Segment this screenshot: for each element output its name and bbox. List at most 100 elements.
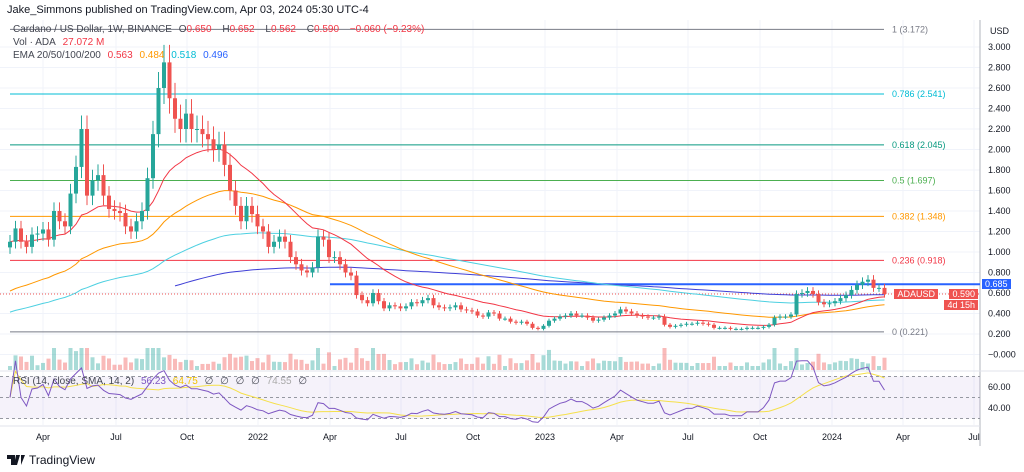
volume-bar <box>756 366 760 370</box>
rsi-tick-label: 40.00 <box>988 403 1011 413</box>
rsi-legend: RSI (14, close, SMA, 14, 2) 56.23 64.75 … <box>13 376 311 387</box>
candle-body <box>563 315 568 317</box>
candle-body <box>151 134 155 179</box>
candle-body <box>118 211 122 214</box>
candle-body <box>657 316 661 318</box>
volume-bar <box>613 361 617 370</box>
candle-body <box>327 239 331 258</box>
volume-bar <box>860 362 865 370</box>
volume-bar <box>206 363 210 370</box>
candle-body <box>8 241 12 248</box>
candle-body <box>79 129 84 167</box>
volume-bar <box>431 354 436 370</box>
volume-bar <box>805 363 810 370</box>
price-tick-label: 2.800 <box>988 63 1011 73</box>
candle-body <box>426 298 430 301</box>
volume-bar <box>503 366 507 370</box>
volume-bar <box>255 358 260 370</box>
candle-body <box>607 315 612 318</box>
volume-bar <box>222 357 227 370</box>
volume-bar <box>591 358 595 370</box>
volume-bar <box>448 364 452 370</box>
volume-bar <box>624 361 628 370</box>
candle-body <box>833 301 837 304</box>
volume-bar <box>8 366 12 370</box>
time-tick-label: Apr <box>36 432 50 442</box>
candle-body <box>745 327 749 329</box>
candle-body <box>90 180 95 196</box>
ema-label[interactable]: EMA 20/50/100/200 <box>13 50 101 61</box>
candle-body <box>46 229 51 240</box>
candle-body <box>596 319 601 321</box>
candle-body <box>448 307 452 309</box>
candle-body <box>349 272 353 276</box>
candle-body <box>360 295 364 301</box>
volume-bar <box>360 358 364 370</box>
tradingview-logo[interactable]: TradingView <box>7 453 95 467</box>
volume-bar <box>299 359 304 370</box>
candle-body <box>134 221 139 232</box>
candle-body <box>431 298 436 306</box>
candle-body <box>294 257 298 265</box>
candle-body <box>849 289 854 296</box>
volume-bar <box>426 362 430 370</box>
candle-body <box>305 270 309 273</box>
volume-label[interactable]: Vol · ADA <box>13 37 56 48</box>
volume-bar <box>459 358 463 370</box>
volume-bar <box>547 349 551 370</box>
volume-bar <box>316 348 320 370</box>
candle-body <box>195 129 199 130</box>
price-tick-label: 3.000 <box>988 42 1011 52</box>
candle-body <box>13 228 18 242</box>
candle-body <box>332 257 337 259</box>
price-tick-label: 1.400 <box>988 206 1011 216</box>
volume-bar <box>701 363 705 370</box>
volume-bar <box>239 356 243 370</box>
time-tick-label: 2023 <box>535 432 555 442</box>
ema200-line <box>174 266 885 296</box>
rsi-line <box>9 360 885 423</box>
symbol-legend: Cardano / US Dollar, 1W, BINANCE O0.650 … <box>13 24 428 35</box>
candle-body <box>519 321 524 323</box>
volume-bar <box>52 348 56 370</box>
candle-body <box>140 211 144 222</box>
volume-bar <box>30 355 34 370</box>
volume-bar <box>415 364 419 370</box>
time-tick-label: 2024 <box>822 432 842 442</box>
candle-body <box>761 326 766 328</box>
volume-bar <box>778 363 782 370</box>
price-tick-label: 0.200 <box>988 329 1011 339</box>
volume-bar <box>822 362 826 370</box>
candle-body <box>525 321 529 324</box>
volume-bar <box>794 348 799 370</box>
volume-bar <box>569 361 573 370</box>
candle-body <box>866 279 870 282</box>
candle-body <box>167 62 172 99</box>
candle-body <box>145 178 150 211</box>
symbol-title[interactable]: Cardano / US Dollar, 1W, BINANCE <box>13 24 172 35</box>
candle-body <box>800 293 804 295</box>
candle-body <box>486 312 491 317</box>
volume-bar <box>162 357 166 370</box>
volume-bar <box>365 360 370 370</box>
candle-body <box>739 328 744 330</box>
volume-bar <box>470 363 474 370</box>
candle-body <box>310 267 315 273</box>
candle-body <box>794 294 799 315</box>
volume-bar <box>838 360 843 370</box>
volume-bar <box>272 361 276 370</box>
candle-body <box>778 316 782 318</box>
candle-body <box>453 305 458 308</box>
candle-body <box>420 300 425 304</box>
candle-body <box>437 305 441 308</box>
candle-body <box>767 324 771 327</box>
candle-body <box>695 322 700 324</box>
candle-body <box>838 298 843 302</box>
candle-body <box>585 315 590 318</box>
candle-body <box>409 302 414 307</box>
rsi-label[interactable]: RSI (14, close, SMA, 14, 2) <box>13 376 135 387</box>
volume-bar <box>607 361 612 370</box>
candle-body <box>266 231 271 247</box>
